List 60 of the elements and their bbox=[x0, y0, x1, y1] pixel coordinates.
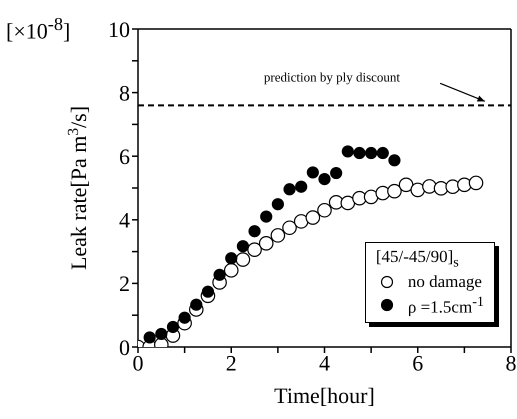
point bbox=[258, 236, 274, 251]
point bbox=[294, 214, 308, 229]
point bbox=[353, 146, 366, 160]
point bbox=[236, 240, 250, 252]
point bbox=[190, 298, 202, 311]
point bbox=[224, 263, 239, 278]
point bbox=[352, 190, 367, 206]
legend-label: ρ =1.5cm$^{-1}$ bbox=[408, 293, 484, 318]
point bbox=[295, 180, 308, 193]
point bbox=[283, 183, 296, 196]
y-tick-label: 4 bbox=[119, 208, 130, 233]
y-tick-label: 2 bbox=[119, 271, 130, 296]
y-tick-label: 10 bbox=[108, 16, 130, 42]
point bbox=[272, 198, 284, 210]
point bbox=[166, 320, 180, 334]
legend-title: [45/-45/90]$_{s}$ bbox=[376, 246, 460, 272]
point bbox=[144, 331, 156, 344]
y-tick-label: 0 bbox=[119, 334, 130, 360]
point bbox=[457, 178, 472, 192]
point bbox=[236, 252, 250, 267]
point bbox=[260, 210, 272, 223]
x-axis-title: Time[hour] bbox=[274, 383, 375, 408]
y-tick-label: 8 bbox=[119, 80, 130, 106]
point bbox=[376, 146, 389, 160]
point bbox=[247, 242, 262, 257]
point bbox=[468, 176, 484, 190]
point bbox=[410, 182, 426, 198]
x-tick-label: 4 bbox=[319, 350, 330, 376]
point bbox=[364, 190, 378, 204]
point bbox=[387, 184, 402, 198]
point bbox=[340, 196, 356, 210]
point bbox=[434, 181, 448, 196]
x-tick-label: 8 bbox=[506, 350, 516, 376]
point bbox=[375, 186, 390, 200]
text: [×10$^{-8}$] bbox=[6, 14, 70, 44]
point bbox=[213, 268, 226, 281]
point bbox=[248, 225, 261, 238]
point bbox=[225, 252, 238, 264]
point bbox=[330, 166, 342, 180]
point bbox=[202, 286, 214, 298]
x-tick-label: 2 bbox=[226, 350, 237, 376]
legend-label: no damage bbox=[408, 272, 482, 292]
point bbox=[317, 202, 332, 218]
point bbox=[282, 220, 297, 236]
point bbox=[445, 179, 460, 194]
ref-line-label: prediction by ply discount bbox=[264, 69, 400, 84]
point bbox=[306, 210, 320, 225]
point bbox=[270, 228, 286, 243]
point bbox=[328, 195, 344, 210]
y-tick-label: 6 bbox=[119, 144, 130, 170]
point bbox=[306, 166, 319, 179]
point bbox=[342, 145, 354, 158]
point bbox=[398, 178, 414, 192]
point bbox=[178, 312, 191, 324]
point bbox=[422, 179, 437, 194]
x-tick-label: 6 bbox=[412, 350, 424, 376]
point bbox=[155, 328, 168, 340]
point bbox=[318, 172, 331, 186]
point bbox=[365, 146, 378, 160]
point bbox=[388, 154, 401, 166]
